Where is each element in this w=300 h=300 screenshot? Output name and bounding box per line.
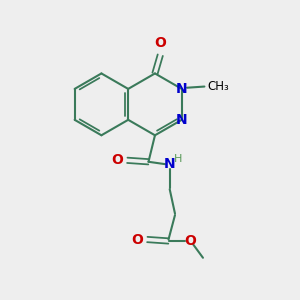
Text: O: O <box>111 153 123 167</box>
Text: N: N <box>164 157 176 171</box>
Text: N: N <box>176 82 188 96</box>
Text: N: N <box>176 113 188 127</box>
Text: O: O <box>184 234 196 248</box>
Text: H: H <box>174 154 182 164</box>
Text: CH₃: CH₃ <box>207 80 229 93</box>
Text: O: O <box>154 36 166 50</box>
Text: O: O <box>131 232 143 247</box>
